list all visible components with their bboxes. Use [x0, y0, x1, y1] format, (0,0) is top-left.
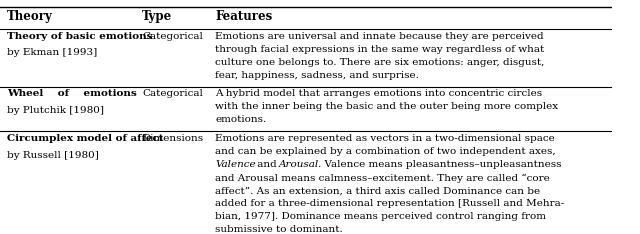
- Text: Valence: Valence: [216, 160, 256, 169]
- Text: and Arousal means calmness–excitement. They are called “core: and Arousal means calmness–excitement. T…: [216, 173, 550, 183]
- Text: Categorical: Categorical: [142, 32, 203, 40]
- Text: with the inner being the basic and the outer being more complex: with the inner being the basic and the o…: [216, 102, 559, 111]
- Text: bian, 1977]. Dominance means perceived control ranging from: bian, 1977]. Dominance means perceived c…: [216, 212, 547, 221]
- Text: by Plutchik [1980]: by Plutchik [1980]: [7, 106, 104, 115]
- Text: Categorical: Categorical: [142, 89, 203, 99]
- Text: by Ekman [1993]: by Ekman [1993]: [7, 48, 97, 57]
- Text: . Valence means pleasantness–unpleasantness: . Valence means pleasantness–unpleasantn…: [317, 160, 561, 169]
- Text: affect”. As an extension, a third axis called Dominance can be: affect”. As an extension, a third axis c…: [216, 186, 541, 195]
- Text: Type: Type: [142, 10, 172, 23]
- Text: fear, happiness, sadness, and surprise.: fear, happiness, sadness, and surprise.: [216, 71, 419, 80]
- Text: Dimensions: Dimensions: [142, 134, 203, 143]
- Text: Theory: Theory: [7, 10, 53, 23]
- Text: Wheel    of    emotions: Wheel of emotions: [7, 89, 137, 99]
- Text: by Russell [1980]: by Russell [1980]: [7, 151, 99, 160]
- Text: Circumplex model of affect: Circumplex model of affect: [7, 134, 164, 143]
- Text: Theory of basic emotions: Theory of basic emotions: [7, 32, 153, 40]
- Text: Arousal: Arousal: [279, 160, 319, 169]
- Text: added for a three-dimensional representation [Russell and Mehra-: added for a three-dimensional representa…: [216, 199, 564, 208]
- Text: Emotions are universal and innate because they are perceived: Emotions are universal and innate becaus…: [216, 32, 544, 40]
- Text: and: and: [254, 160, 280, 169]
- Text: culture one belongs to. There are six emotions: anger, disgust,: culture one belongs to. There are six em…: [216, 58, 545, 67]
- Text: through facial expressions in the same way regardless of what: through facial expressions in the same w…: [216, 45, 545, 54]
- Text: Emotions are represented as vectors in a two-dimensional space: Emotions are represented as vectors in a…: [216, 134, 556, 143]
- Text: submissive to dominant.: submissive to dominant.: [216, 225, 343, 234]
- Text: and can be explained by a combination of two independent axes,: and can be explained by a combination of…: [216, 147, 556, 156]
- Text: A hybrid model that arranges emotions into concentric circles: A hybrid model that arranges emotions in…: [216, 89, 543, 99]
- Text: Features: Features: [216, 10, 273, 23]
- Text: emotions.: emotions.: [216, 115, 267, 124]
